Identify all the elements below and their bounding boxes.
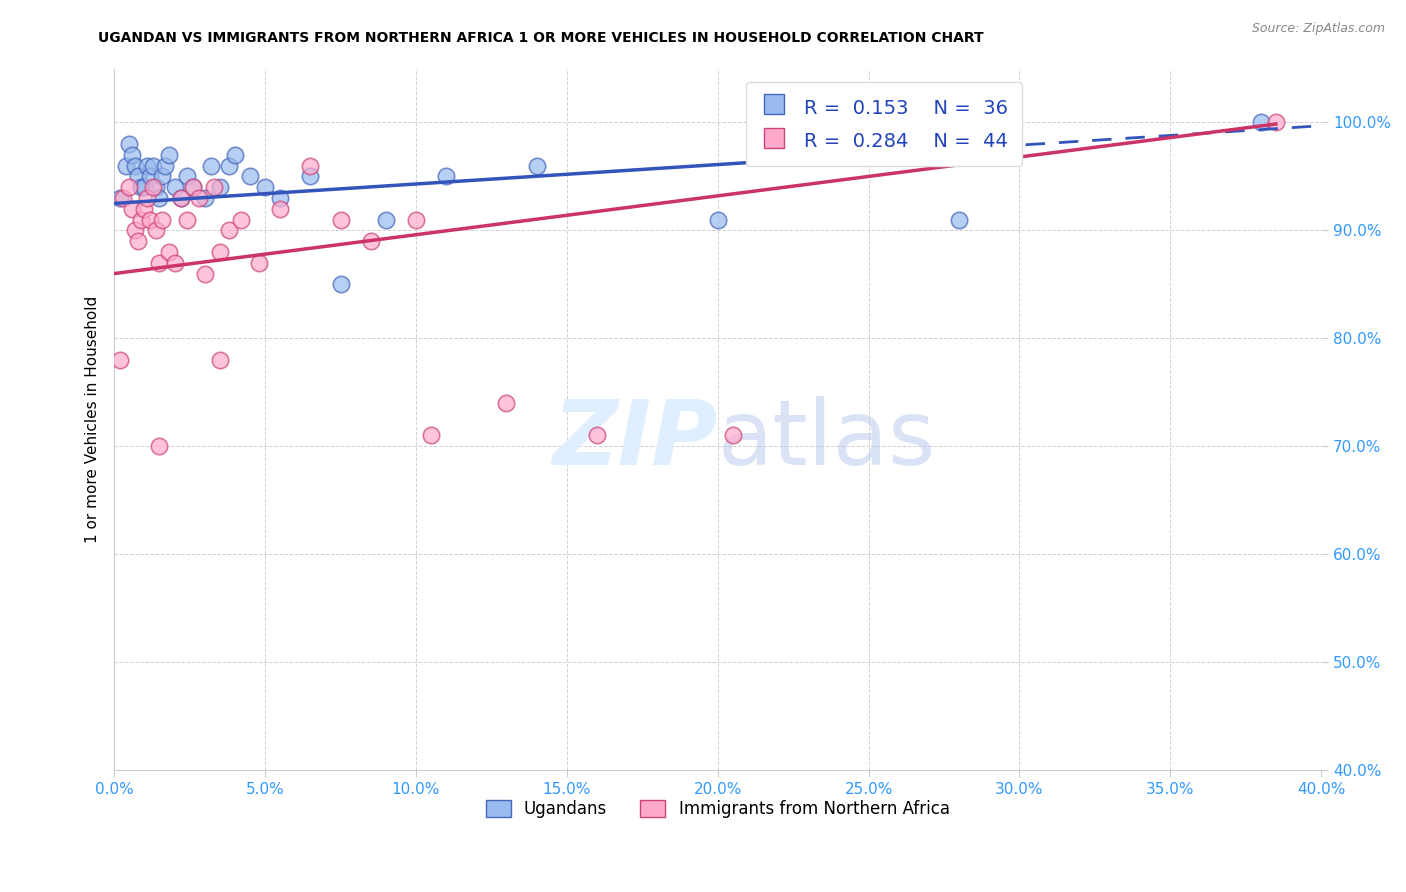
Point [157,148,180,162]
Point [148,191,170,205]
Point [124,159,146,173]
Point [176,169,198,184]
Point [706,212,728,227]
Point [269,202,291,216]
Point [721,428,744,442]
Point [118,180,141,194]
Point [152,169,174,184]
Point [948,212,970,227]
Point [152,212,174,227]
Text: Source: ZipAtlas.com: Source: ZipAtlas.com [1251,22,1385,36]
Point [299,159,322,173]
Point [586,428,609,442]
Point [218,223,240,237]
Point [247,256,270,270]
Point [194,191,217,205]
Point [148,439,170,453]
Point [142,180,165,194]
Point [181,180,204,194]
Point [218,159,240,173]
Point [329,212,352,227]
Point [495,396,517,410]
Point [112,191,135,205]
Point [136,159,159,173]
Point [139,212,162,227]
Legend: Ugandans, Immigrants from Northern Africa: Ugandans, Immigrants from Northern Afric… [479,793,956,825]
Point [131,212,153,227]
Point [208,180,231,194]
Point [124,223,146,237]
Text: ZIP: ZIP [553,396,717,484]
Point [299,169,322,184]
Point [181,180,204,194]
Point [360,234,382,248]
Point [239,169,262,184]
Text: atlas: atlas [717,396,936,484]
Point [194,267,217,281]
Point [127,169,149,184]
Point [134,202,156,216]
Point [136,191,159,205]
Point [145,223,167,237]
Point [169,191,191,205]
Point [208,352,231,367]
Point [202,180,225,194]
Point [121,148,143,162]
Point [405,212,427,227]
Point [329,277,352,292]
Point [200,159,222,173]
Y-axis label: 1 or more Vehicles in Household: 1 or more Vehicles in Household [86,295,100,543]
Point [1250,115,1272,129]
Point [176,212,198,227]
Point [208,244,231,259]
Point [420,428,443,442]
Point [157,244,180,259]
Point [169,191,191,205]
Point [163,180,186,194]
Point [526,159,548,173]
Point [1264,115,1286,129]
Point [163,256,186,270]
Point [434,169,457,184]
Point [115,159,138,173]
Point [118,137,141,152]
Point [121,202,143,216]
Point [127,234,149,248]
Point [134,180,156,194]
Point [155,159,177,173]
Point [374,212,396,227]
Text: UGANDAN VS IMMIGRANTS FROM NORTHERN AFRICA 1 OR MORE VEHICLES IN HOUSEHOLD CORRE: UGANDAN VS IMMIGRANTS FROM NORTHERN AFRI… [98,31,984,45]
Point [142,159,165,173]
Point [145,180,167,194]
Point [229,212,252,227]
Point [224,148,246,162]
Point [110,352,132,367]
Point [110,191,132,205]
Point [131,180,153,194]
Point [269,191,291,205]
Point [139,169,162,184]
Point [187,191,209,205]
Point [254,180,277,194]
Point [148,256,170,270]
